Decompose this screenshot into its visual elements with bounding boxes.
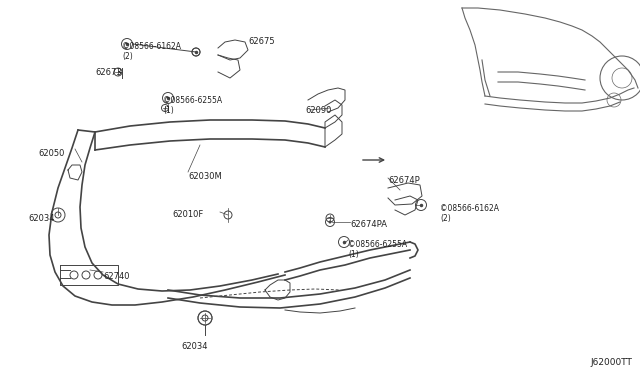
Text: 62010F: 62010F xyxy=(172,210,204,219)
Text: 62675: 62675 xyxy=(248,37,275,46)
Text: 62090: 62090 xyxy=(305,106,332,115)
Text: 62050: 62050 xyxy=(38,149,65,158)
Text: 62030M: 62030M xyxy=(188,172,221,181)
Text: 62034: 62034 xyxy=(28,214,54,223)
Text: 62674PA: 62674PA xyxy=(350,220,387,229)
Text: 62740: 62740 xyxy=(103,272,129,281)
Text: ©08566-6162A
(2): ©08566-6162A (2) xyxy=(122,42,181,61)
Text: J62000TT: J62000TT xyxy=(590,358,632,367)
Text: ©08566-6255A
(1): ©08566-6255A (1) xyxy=(163,96,222,115)
Circle shape xyxy=(328,221,332,224)
Text: 62673: 62673 xyxy=(95,68,122,77)
Text: 62034: 62034 xyxy=(182,342,208,351)
Text: 62674P: 62674P xyxy=(388,176,420,185)
Text: ©08566-6162A
(2): ©08566-6162A (2) xyxy=(440,204,499,224)
Text: ©08566-6255A
(1): ©08566-6255A (1) xyxy=(348,240,407,259)
